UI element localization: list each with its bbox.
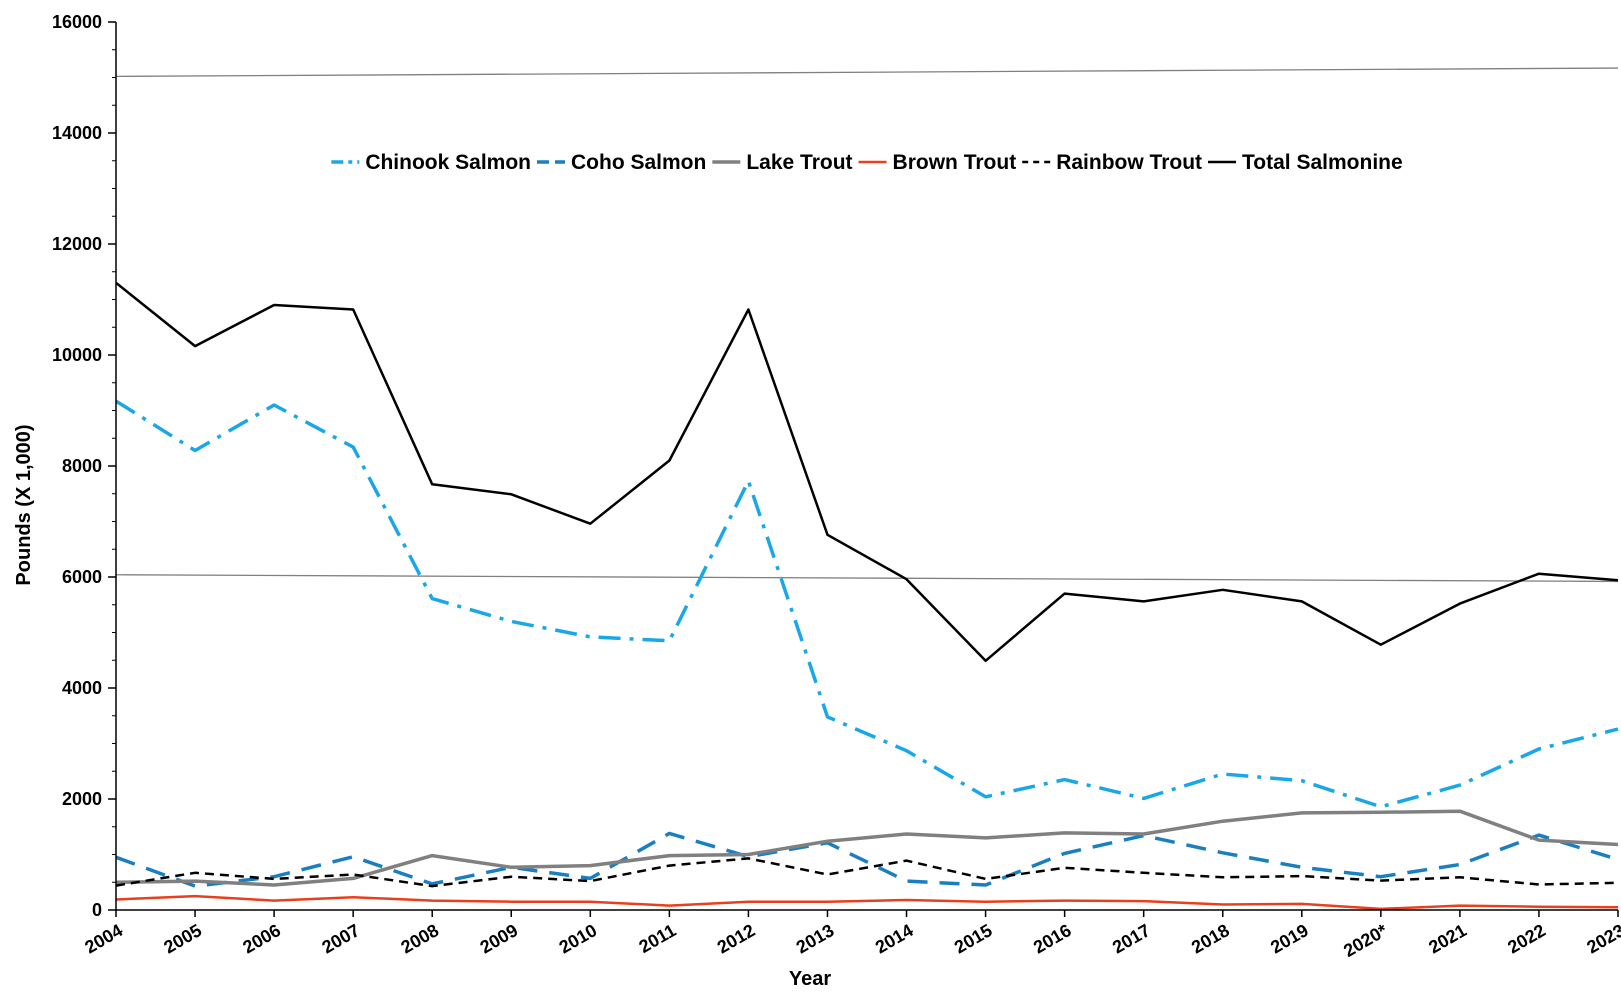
series-line-coho-salmon [115, 831, 1619, 888]
y-tick-label: 14000 [52, 123, 102, 143]
y-tick-label: 6000 [62, 567, 102, 587]
legend-label: Chinook Salmon [365, 151, 531, 174]
legend: Chinook Salmon Coho Salmon Lake Trout Brown… [331, 151, 1403, 174]
legend-label: Total Salmonine [1242, 151, 1403, 174]
y-axis-title: Pounds (X 1,000) [13, 424, 35, 585]
legend-label: Rainbow Trout [1056, 151, 1202, 174]
series-line-lake-trout [115, 809, 1619, 887]
legend-item-chinook-salmon: Chinook Salmon [331, 151, 531, 174]
y-tick-label: 8000 [62, 456, 102, 476]
y-tick-label: 12000 [52, 234, 102, 254]
reference-lines [115, 67, 1619, 583]
legend-item-coho-salmon: Coho Salmon [537, 151, 706, 174]
upper-reference-line [115, 67, 1619, 78]
legend-label: Brown Trout [893, 151, 1017, 174]
legend-label: Lake Trout [746, 151, 852, 174]
y-tick-label: 2000 [62, 789, 102, 809]
y-tick-label: 16000 [52, 12, 102, 32]
y-ticks: 0 2000 4000 6000 8000 10000 12000 14000 16000 [52, 12, 116, 920]
legend-item-total-salmonine: Total Salmonine [1208, 151, 1403, 174]
lower-reference-line [115, 574, 1619, 583]
series-line-rainbow-trout [115, 857, 1619, 888]
series-line-brown-trout [115, 894, 1619, 911]
legend-label: Coho Salmon [571, 151, 706, 174]
legend-item-rainbow-trout: Rainbow Trout [1022, 151, 1202, 174]
y-tick-label: 0 [92, 900, 102, 920]
legend-item-brown-trout: Brown Trout [858, 151, 1017, 174]
series-line-chinook-salmon [115, 399, 1619, 809]
series-line-total-salmonine [115, 281, 1619, 663]
y-tick-label: 10000 [52, 345, 102, 365]
legend-item-lake-trout: Lake Trout [712, 151, 853, 174]
x-axis-title: Year [789, 968, 831, 990]
series-lines [115, 281, 1619, 911]
y-tick-label: 4000 [62, 678, 102, 698]
